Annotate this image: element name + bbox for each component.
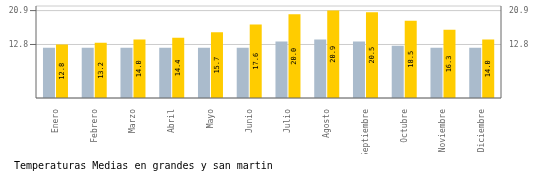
svg-text:20.9: 20.9 [329,46,337,63]
svg-text:12.8: 12.8 [509,40,528,49]
svg-text:Abril: Abril [167,109,176,133]
html-text:Temperaturas Medias en grandes: Temperaturas Medias en grandes y san mar… [14,160,273,171]
svg-text:Enero: Enero [51,109,60,133]
svg-text:18.5: 18.5 [407,51,415,68]
svg-text:Febrero: Febrero [90,109,99,143]
svg-text:Mayo: Mayo [206,109,215,128]
svg-text:Noviembre: Noviembre [438,109,447,153]
svg-text:20.9: 20.9 [9,6,28,15]
svg-text:20.0: 20.0 [290,48,298,65]
svg-text:Junio: Junio [245,109,254,133]
svg-text:Marzo: Marzo [128,109,137,133]
svg-text:12.8: 12.8 [58,63,66,80]
svg-text:Diciembre: Diciembre [477,109,486,153]
svg-text:20.9: 20.9 [509,6,528,15]
svg-text:12.8: 12.8 [9,40,28,49]
svg-text:14.0: 14.0 [484,60,492,77]
svg-text:Octubre: Octubre [400,109,409,143]
svg-text:14.0: 14.0 [135,60,143,77]
svg-text:Agosto: Agosto [322,109,331,138]
svg-text:Julio: Julio [283,109,292,133]
svg-text:13.2: 13.2 [97,62,105,79]
svg-text:Septiembre: Septiembre [361,109,370,154]
svg-text:16.3: 16.3 [445,55,453,72]
svg-text:17.6: 17.6 [252,53,260,70]
svg-text:15.7: 15.7 [213,57,221,74]
svg-text:14.4: 14.4 [174,59,182,76]
svg-text:20.5: 20.5 [368,47,376,64]
